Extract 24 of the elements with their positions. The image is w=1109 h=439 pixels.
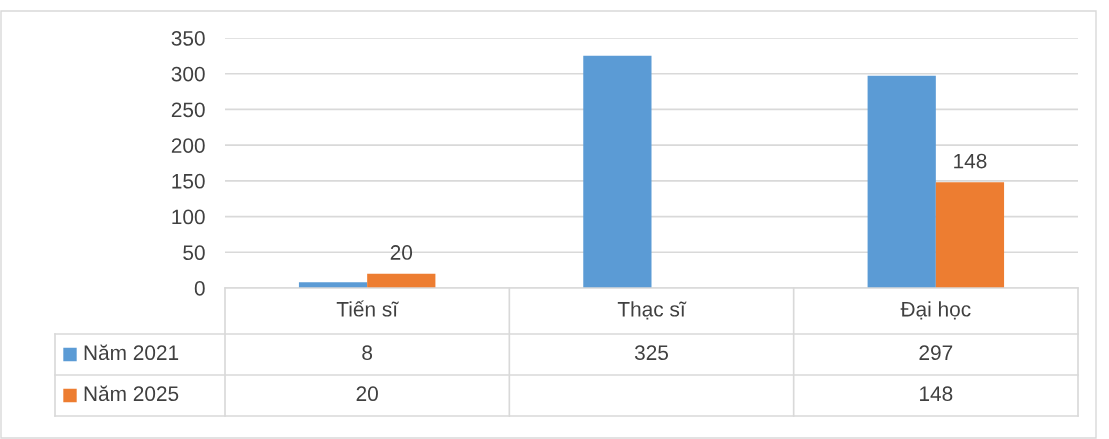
data-label: 148 (920, 386, 953, 402)
data-label: 8 (362, 345, 373, 361)
data-label: 297 (919, 345, 953, 361)
bar (867, 75, 936, 288)
legend-label: Năm 2021 (84, 344, 179, 361)
x-tick-label: Đại học (900, 301, 971, 320)
bar (935, 182, 1005, 288)
y-tick-label: 100 (172, 209, 205, 225)
x-tick-label: Thạc sĩ (617, 301, 687, 320)
annotation: 148 (954, 153, 987, 169)
y-tick-label: 300 (171, 66, 205, 82)
y-tick-label: 250 (171, 102, 205, 118)
y-tick-label: 50 (183, 245, 205, 261)
bar (583, 55, 652, 288)
y-tick-label: 200 (171, 138, 205, 153)
legend-label: Năm 2025 (84, 385, 179, 402)
y-tick-label: 350 (171, 31, 205, 46)
data-label: 325 (634, 345, 669, 361)
y-tick-label: 0 (194, 281, 205, 296)
y-tick-label: 150 (172, 173, 205, 189)
bar (367, 273, 436, 288)
annotation: 20 (390, 245, 413, 260)
x-tick-label: Tiến sĩ (336, 300, 399, 317)
data-label: 20 (356, 386, 378, 402)
